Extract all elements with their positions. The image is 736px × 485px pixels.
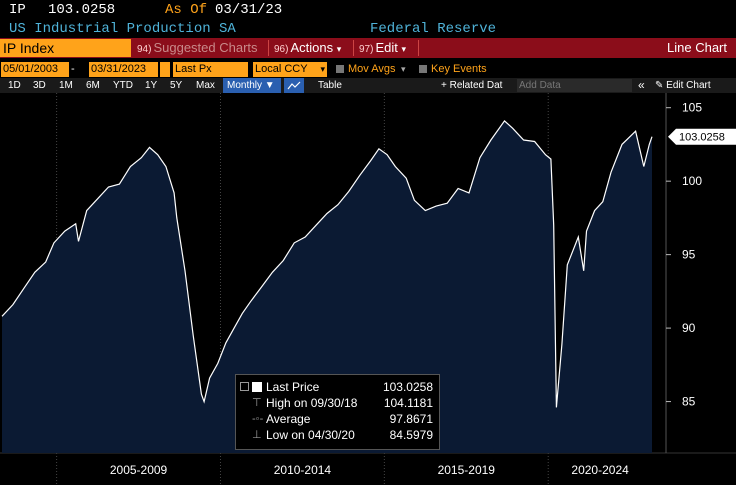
dropdown-arrow-icon[interactable]: ▾	[401, 64, 406, 74]
x-axis: 2005-2009 2010-2014 2015-2019 2020-2024	[110, 463, 629, 477]
range-1y[interactable]: 1Y	[145, 80, 158, 91]
key-events-label[interactable]: Key Events	[431, 63, 487, 75]
mov-avgs-label[interactable]: Mov Avgs	[348, 63, 396, 75]
range-1m[interactable]: 1M	[59, 80, 73, 91]
chart-type-label: Line Chart	[667, 40, 727, 55]
collapse-box-icon[interactable]	[240, 382, 249, 391]
edit-menu[interactable]: 97) Edit ▾	[359, 40, 407, 55]
key-events-checkbox[interactable]	[419, 65, 427, 73]
series-area	[2, 120, 652, 454]
legend-high: ⊤ High on 09/30/18 104.1181	[252, 396, 433, 410]
pencil-icon: ✎	[655, 80, 664, 91]
legend-last-price: Last Price 103.0258	[236, 379, 439, 395]
calendar-icon[interactable]	[160, 62, 170, 77]
header-bar: IP 103.0258 As Of 03/31/23	[0, 0, 736, 20]
dropdown-arrow-icon: ▾	[336, 44, 342, 54]
menu-bar	[0, 38, 736, 58]
mov-avgs-checkbox[interactable]	[336, 65, 344, 73]
y-tick-label: 95	[682, 248, 696, 262]
end-date-field[interactable]: 03/31/2023	[89, 62, 158, 77]
legend-low: ⊥ Low on 04/30/20 84.5979	[252, 428, 433, 442]
range-1d[interactable]: 1D	[8, 80, 21, 91]
high-marker-icon: ⊤	[252, 397, 262, 409]
legend-average: -◦- Average 97.8671	[252, 412, 433, 426]
last-value-label: 103.0258	[679, 132, 725, 144]
table-button[interactable]: Table	[318, 80, 342, 91]
date-separator: -	[71, 63, 75, 75]
y-tick-label: 100	[682, 174, 702, 188]
low-marker-icon: ⊥	[252, 429, 262, 441]
x-tick-label: 2005-2009	[110, 463, 168, 477]
y-axis: 85 90 95 100 105	[666, 101, 702, 409]
y-tick-label: 105	[682, 101, 702, 115]
ticker-symbol: IP	[9, 2, 26, 18]
start-date-field[interactable]: 05/01/2003	[1, 62, 69, 77]
collapse-icon[interactable]: «	[638, 78, 645, 92]
series-swatch	[252, 382, 262, 392]
menu-divider	[353, 40, 354, 56]
range-6m[interactable]: 6M	[86, 80, 100, 91]
x-tick-label: 2010-2014	[274, 463, 332, 477]
suggested-charts-button[interactable]: 94) Suggested Charts	[137, 40, 258, 55]
last-value-tag: 103.0258	[668, 128, 736, 145]
security-input[interactable]: IP Index	[0, 39, 131, 57]
as-of-date: 03/31/23	[215, 2, 283, 18]
y-tick-label: 85	[682, 395, 696, 409]
last-price: 103.0258	[48, 2, 116, 18]
dropdown-arrow-icon: ▾	[401, 44, 407, 54]
y-tick-label: 90	[682, 321, 696, 335]
chart-legend: Last Price 103.0258 ⊤ High on 09/30/18 1…	[235, 374, 440, 450]
range-3d[interactable]: 3D	[33, 80, 46, 91]
period-select[interactable]: Monthly ▼	[223, 78, 281, 93]
series-line	[1, 120, 653, 408]
chart-area[interactable]: 85 90 95 100 105 2005-2009 2010-2014 2015-2019…	[0, 93, 736, 485]
range-max[interactable]: Max	[196, 80, 215, 91]
range-5y[interactable]: 5Y	[170, 80, 183, 91]
related-data-button[interactable]: + Related Dat	[441, 80, 503, 91]
x-tick-label: 2020-2024	[571, 463, 629, 477]
as-of-label: As Of	[165, 2, 208, 18]
actions-menu[interactable]: 96) Actions ▾	[274, 40, 342, 55]
menu-divider	[268, 40, 269, 56]
line-chart-icon[interactable]	[284, 78, 304, 93]
dropdown-arrow-icon: ▾	[320, 64, 325, 74]
x-tick-label: 2015-2019	[438, 463, 496, 477]
description-bar: US Industrial Production SA Federal Rese…	[0, 20, 736, 38]
average-marker-icon: -◦-	[252, 413, 264, 425]
data-source: Federal Reserve	[370, 21, 497, 37]
range-ytd[interactable]: YTD	[113, 80, 133, 91]
security-description: US Industrial Production SA	[9, 21, 236, 37]
edit-chart-button[interactable]: ✎ Edit Chart	[655, 80, 711, 91]
field-select[interactable]: Last Px	[173, 62, 248, 77]
add-data-input[interactable]: Add Data	[517, 79, 632, 92]
menu-divider	[418, 40, 419, 56]
currency-select[interactable]: Local CCY ▾	[253, 62, 327, 77]
